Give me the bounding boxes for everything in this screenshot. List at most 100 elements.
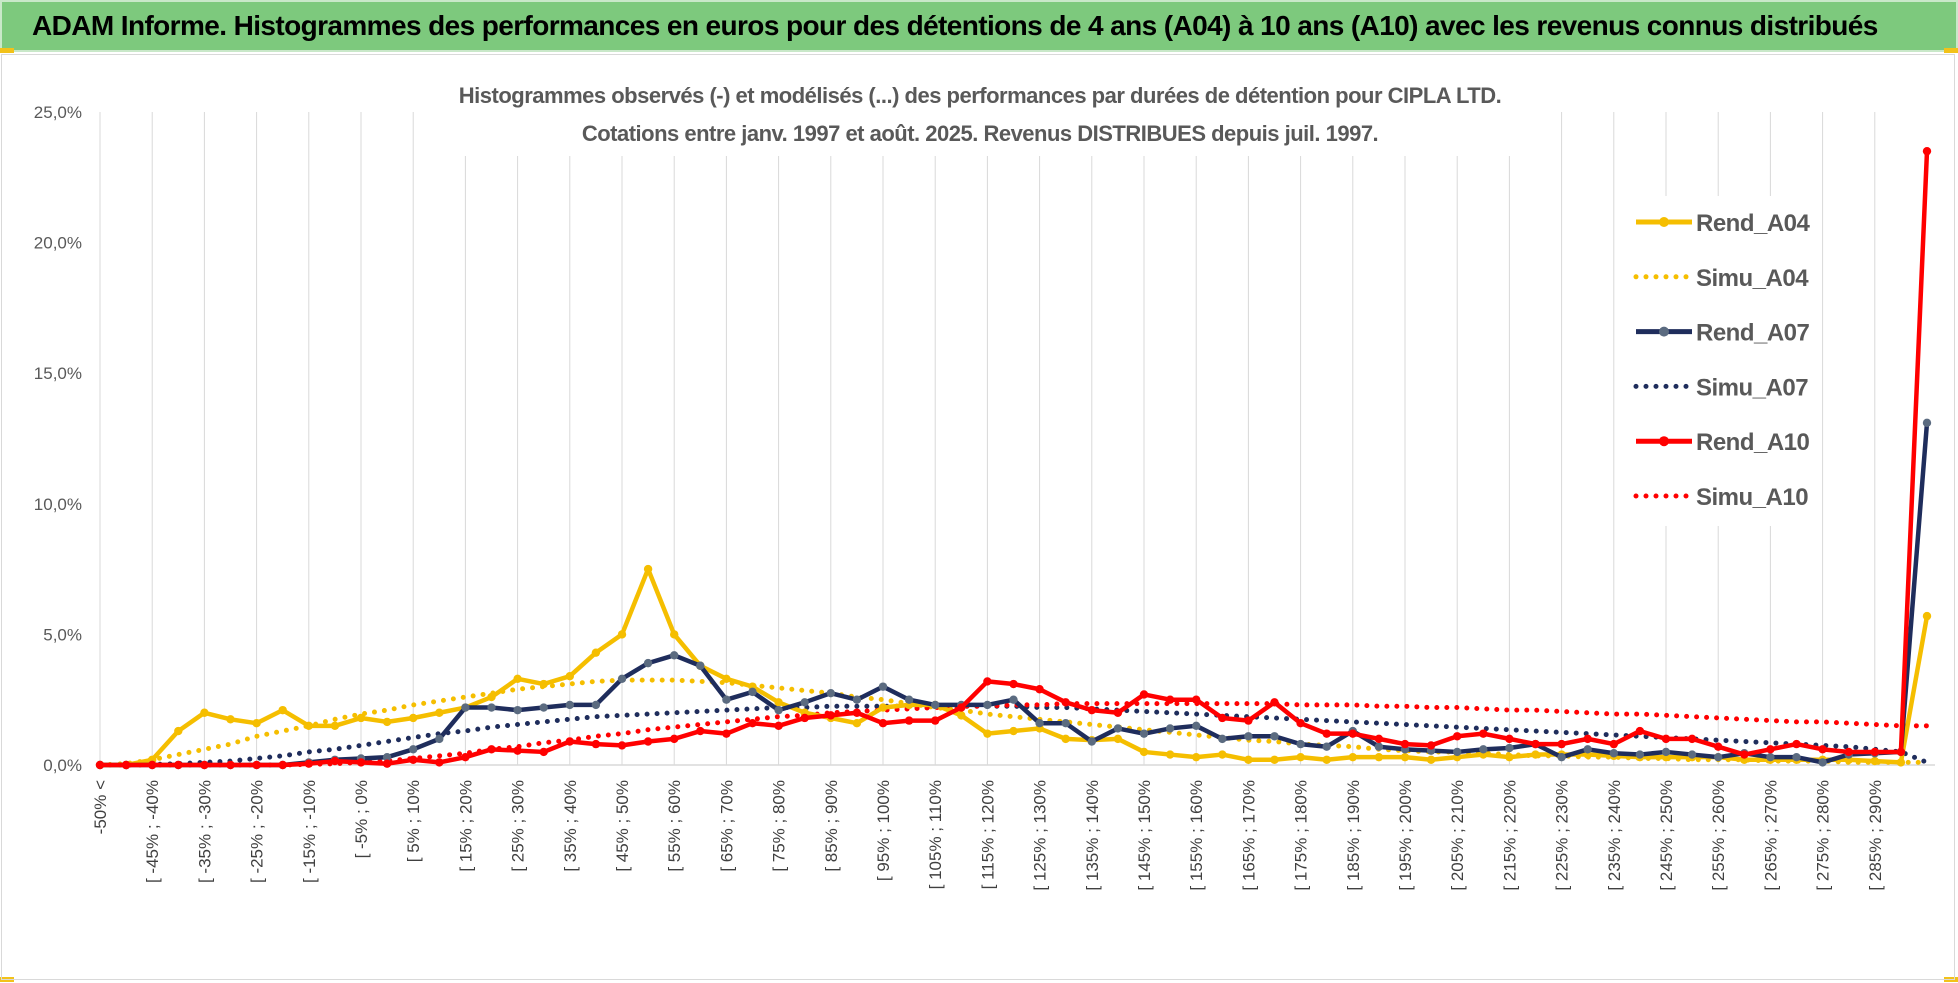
legend: Rend_A04 Simu_A04 Rend_A07 Simu_A07 Rend_A10… (1633, 210, 1811, 511)
data-point-rend-a10 (121, 760, 131, 770)
data-point-rend-a04 (1531, 750, 1540, 759)
y-axis: 0,0% 5,0% 10,0% 15,0% 20,0% 25,0% (34, 103, 82, 775)
data-point-rend-a10 (330, 756, 340, 766)
data-point-rend-a04 (356, 713, 366, 723)
data-point-rend-a07 (1557, 752, 1566, 762)
data-point-rend-a07 (1192, 721, 1201, 731)
data-point-rend-a07 (1244, 732, 1253, 741)
data-point-rend-a07 (513, 705, 522, 715)
data-point-rend-a04 (722, 674, 731, 684)
x-tick-label: [ 245% ; 250% (1657, 780, 1676, 891)
data-point-rend-a10 (1635, 726, 1645, 736)
chart-title: Histogrammes observés (-) et modélisés (… (459, 83, 1501, 108)
data-point-rend-a07 (617, 674, 627, 684)
data-point-rend-a07 (1505, 743, 1514, 753)
data-point-rend-a10 (931, 716, 940, 725)
data-point-rend-a10 (1609, 739, 1619, 749)
x-tick-label: [ 155% ; 160% (1187, 780, 1206, 891)
data-point-rend-a04 (1139, 747, 1149, 757)
data-point-rend-a07 (1479, 745, 1488, 754)
data-point-rend-a07 (565, 700, 574, 710)
data-point-rend-a10 (1583, 734, 1592, 744)
data-point-rend-a10 (539, 747, 548, 757)
data-point-rend-a04 (774, 698, 783, 707)
data-point-rend-a10 (356, 758, 366, 767)
x-tick-label: [ 175% ; 180% (1292, 780, 1311, 891)
data-point-rend-a07 (1714, 752, 1723, 762)
data-point-rend-a04 (1061, 734, 1070, 744)
data-point-rend-a07 (722, 695, 731, 704)
data-point-rend-a10 (252, 760, 261, 770)
legend-label: Simu_A07 (1696, 374, 1808, 401)
data-point-rend-a10 (1687, 734, 1697, 744)
chart-subtitle: Cotations entre janv. 1997 et août. 2025… (582, 121, 1378, 146)
data-point-rend-a07 (591, 700, 601, 710)
data-point-rend-a10 (1035, 685, 1044, 694)
data-point-rend-a07 (1009, 695, 1018, 704)
data-point-rend-a07 (1296, 739, 1305, 749)
x-tick-label: [ 105% ; 110% (926, 780, 945, 889)
x-tick-label: [ 185% ; 190% (1344, 780, 1363, 891)
data-point-rend-a04 (304, 721, 313, 731)
data-point-rend-a10 (1400, 739, 1410, 749)
data-point-rend-a10 (1218, 713, 1227, 723)
data-point-rend-a07 (1453, 747, 1462, 757)
data-point-rend-a10 (1766, 745, 1775, 754)
data-point-rend-a07 (461, 703, 470, 712)
data-point-rend-a04 (591, 648, 601, 657)
data-point-rend-a10 (670, 734, 679, 744)
y-tick-label: 5,0% (43, 625, 82, 644)
data-point-rend-a07 (696, 661, 705, 670)
data-point-rend-a07 (1218, 734, 1227, 744)
x-tick-label: [ -35% ; -30% (195, 780, 214, 883)
data-point-rend-a10 (1296, 719, 1305, 728)
data-point-rend-a10 (1740, 750, 1749, 759)
x-tick-label: [ 195% ; 200% (1396, 780, 1415, 891)
data-point-rend-a10 (513, 746, 522, 755)
data-point-rend-a04 (878, 703, 888, 712)
data-point-rend-a10 (565, 737, 574, 746)
data-point-rend-a10 (278, 760, 287, 770)
legend-item-simu-a04: Simu_A04 (1633, 265, 1810, 292)
legend-marker (1659, 217, 1669, 227)
x-tick-label: [ 125% ; 130% (1031, 780, 1050, 891)
data-point-rend-a10 (696, 726, 705, 736)
data-point-rend-a07 (1270, 732, 1279, 741)
y-tick-label: 20,0% (34, 234, 82, 253)
x-tick-label: [ 145% ; 150% (1135, 780, 1154, 891)
chart-frame (1, 54, 1955, 980)
data-point-rend-a04 (1374, 752, 1384, 762)
data-point-rend-a04 (226, 715, 235, 724)
data-point-rend-a10 (826, 711, 835, 720)
legend-label: Rend_A07 (1696, 320, 1810, 347)
report-title: ADAM Informe. Histogrammes des performan… (32, 10, 1878, 41)
data-point-rend-a04 (513, 674, 522, 684)
legend-item-rend-a07: Rend_A07 (1636, 320, 1810, 347)
data-point-rend-a04 (1270, 755, 1279, 764)
data-point-rend-a10 (1087, 705, 1097, 715)
x-tick-label: [ 205% ; 210% (1448, 780, 1467, 891)
legend-item-rend-a04: Rend_A04 (1636, 210, 1811, 237)
data-point-rend-a10 (957, 703, 966, 712)
data-point-rend-a10 (1374, 734, 1384, 744)
data-point-rend-a10 (382, 759, 392, 768)
x-tick-label: [ 115% ; 120% (978, 780, 997, 889)
data-point-rend-a10 (487, 745, 496, 754)
data-point-rend-a10 (1557, 739, 1566, 749)
legend-backdrop (1615, 196, 1805, 526)
y-tick-label: 25,0% (34, 103, 82, 122)
x-tick-label: [ 215% ; 220% (1500, 780, 1519, 891)
data-point-rend-a04 (435, 708, 444, 717)
data-point-rend-a10 (1139, 690, 1149, 699)
data-point-rend-a07 (852, 695, 862, 704)
data-point-rend-a07 (1087, 737, 1097, 746)
data-point-rend-a04 (1192, 752, 1201, 762)
data-point-rend-a04 (1348, 752, 1358, 762)
data-point-rend-a04 (1322, 755, 1331, 764)
data-point-rend-a10 (1531, 739, 1540, 749)
data-point-rend-a07 (670, 651, 679, 660)
data-point-rend-a04 (382, 717, 392, 727)
data-point-rend-a07 (487, 703, 496, 712)
data-point-rend-a10 (1061, 698, 1070, 707)
x-tick-label: [ 85% ; 90% (822, 780, 841, 872)
